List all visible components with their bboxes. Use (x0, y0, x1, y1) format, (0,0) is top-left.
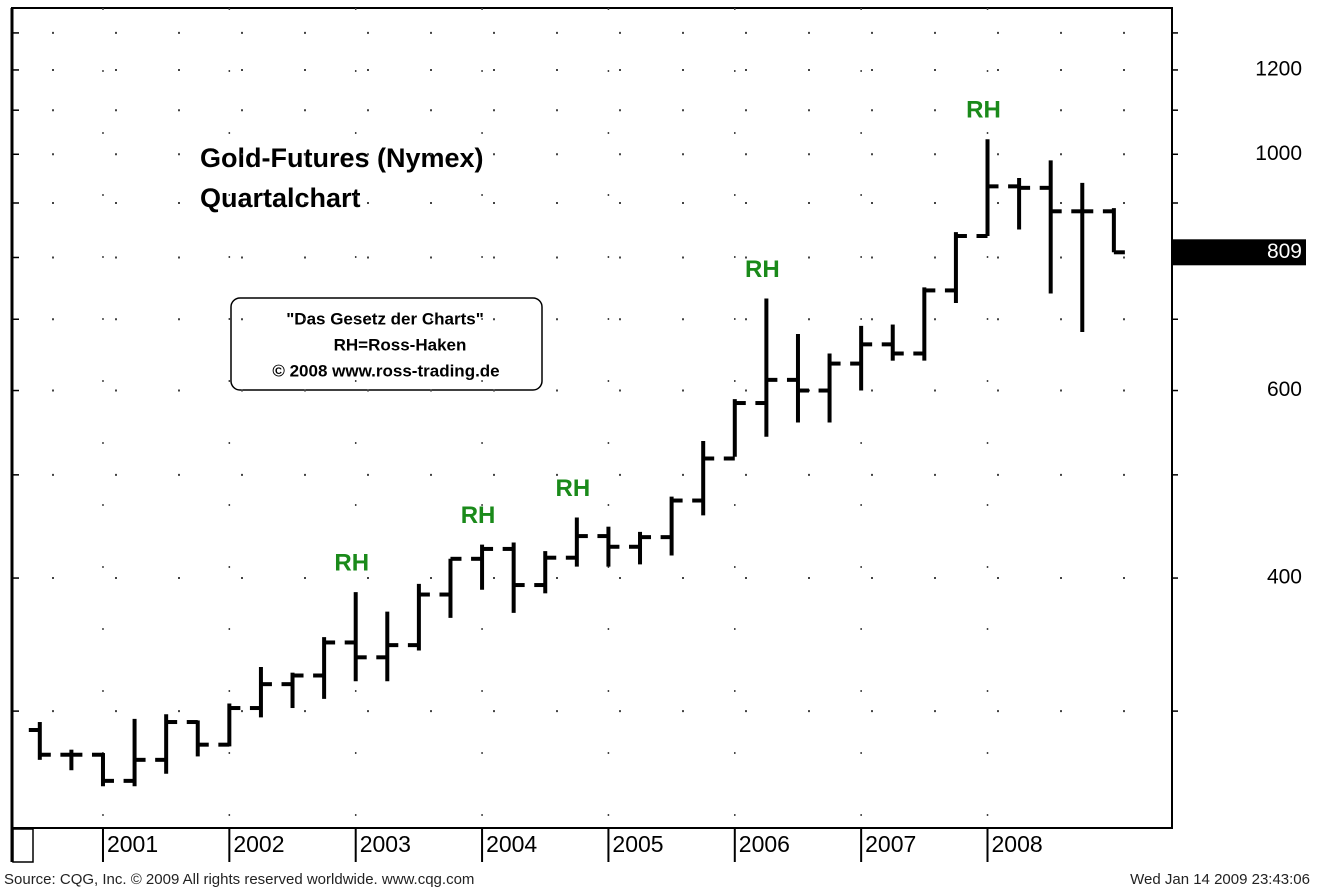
x-tick-label: 2002 (233, 831, 284, 857)
last-value-box (1173, 239, 1306, 266)
x-tick-label: 2006 (739, 831, 790, 857)
x-tick-label: 2007 (865, 831, 916, 857)
x-tick-label: 2005 (612, 831, 663, 857)
annotation: RH (461, 502, 496, 529)
x-tick-label: 2003 (360, 831, 411, 857)
note-box (230, 297, 543, 391)
chart-title: Gold-Futures (Nymex) (200, 143, 484, 173)
annotation: RH (966, 97, 1001, 124)
plot-frame (11, 7, 1173, 829)
annotation: RH (556, 475, 591, 502)
timestamp: Wed Jan 14 2009 23:43:06 (1130, 871, 1310, 888)
last-value-label: 809 (1267, 240, 1302, 263)
y-tick-label: 1000 (1255, 142, 1302, 165)
source: Source: CQG, Inc. © 2009 All rights rese… (4, 871, 474, 888)
x-tick-label: 2008 (992, 831, 1043, 857)
chart-subtitle: Quartalchart (200, 183, 361, 213)
annotation: RH (334, 549, 369, 576)
corner-box (12, 828, 34, 863)
note-line: RH=Ross-Haken (334, 335, 467, 354)
note-line: © 2008 www.ross-trading.de (272, 361, 499, 380)
annotation: RH (745, 256, 780, 283)
y-tick-label: 600 (1267, 378, 1302, 401)
y-tick-label: 400 (1267, 566, 1302, 589)
y-tick-label: 1200 (1255, 57, 1302, 80)
x-tick-label: 2004 (486, 831, 537, 857)
x-tick-label: 2001 (107, 831, 158, 857)
note-line: "Das Gesetz der Charts" (286, 309, 484, 328)
